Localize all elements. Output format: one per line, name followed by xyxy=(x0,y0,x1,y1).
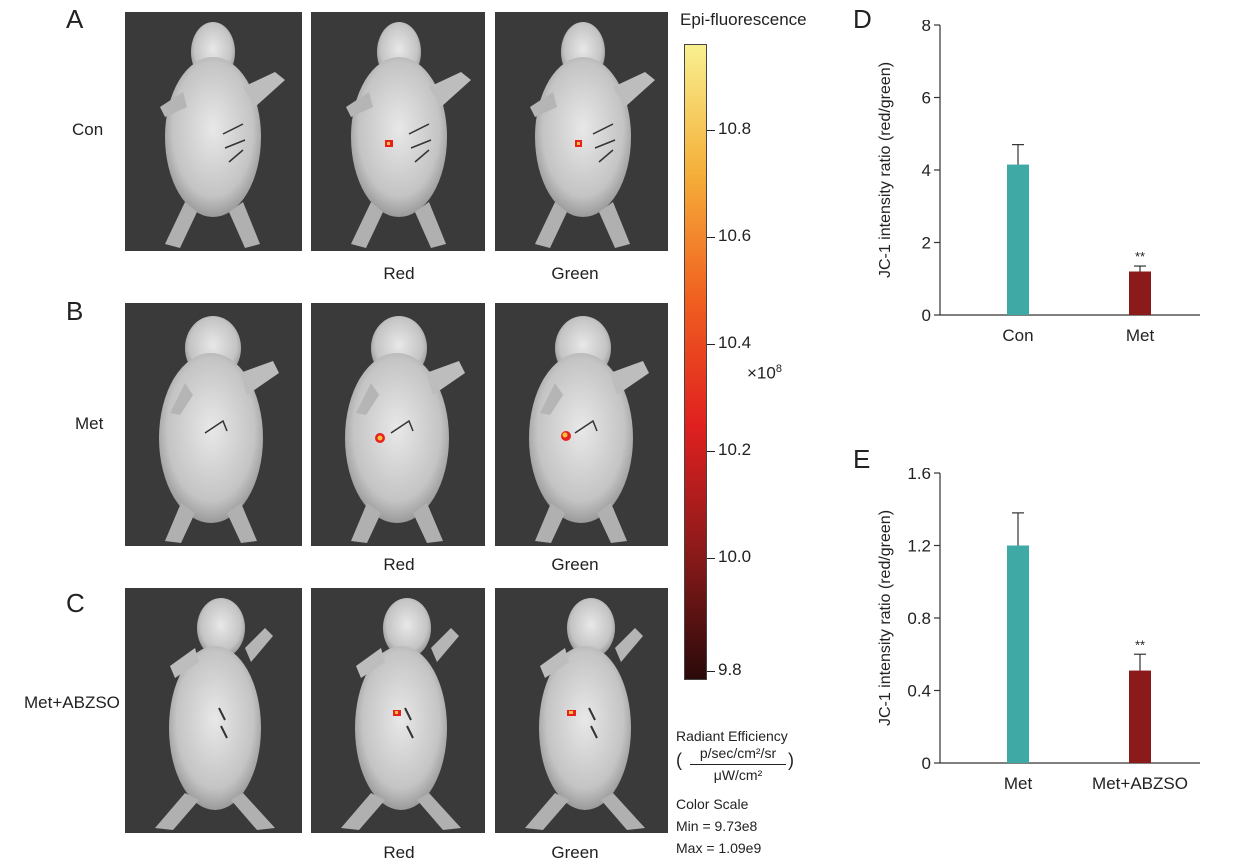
x-category-label: Met xyxy=(1126,326,1155,345)
row-label-met-abzso: Met+ABZSO xyxy=(24,693,120,712)
mouse-image-con-red xyxy=(311,12,485,251)
y-tick-label: 6 xyxy=(922,89,931,108)
colorbar-multiplier-base: ×10 xyxy=(747,363,776,383)
signal-core xyxy=(569,711,573,714)
bar-met xyxy=(1129,271,1151,315)
colorbar-tick-mark xyxy=(707,558,715,559)
y-axis-label: JC-1 intensity ratio (red/green) xyxy=(877,510,894,726)
y-tick-label: 2 xyxy=(922,234,931,253)
column-label-green-b: Green xyxy=(551,555,599,574)
bar-chart-d: 0 2 4 6 8 JC-1 intensity ratio (red/green) Con… xyxy=(877,20,1200,345)
y-tick-label: 0.8 xyxy=(907,609,931,628)
bar-chart-e: 0 0.4 0.8 1.2 1.6 JC-1 intensity ratio (red/g… xyxy=(877,468,1200,793)
x-category-label: Met+ABZSO xyxy=(1092,774,1188,793)
column-label-green-c: Green xyxy=(551,843,599,862)
colorbar-tick-mark xyxy=(707,451,715,452)
significance-marker: ** xyxy=(1135,249,1145,264)
signal-core xyxy=(562,432,568,438)
colorbar-tick-mark xyxy=(707,130,715,131)
color-scale-max: Max = 1.09e9 xyxy=(676,840,762,856)
colorbar-tick-label: 10.8 xyxy=(718,119,752,138)
colorbar-gradient xyxy=(684,44,707,680)
mouse-image-con xyxy=(125,12,302,251)
y-axis-label: JC-1 intensity ratio (red/green) xyxy=(877,62,894,278)
x-category-label: Con xyxy=(1002,326,1033,345)
mouse-image-met-green xyxy=(495,303,668,546)
column-label-green-a: Green xyxy=(551,264,599,283)
colorbar-title: Epi-fluorescence xyxy=(680,10,807,29)
column-label-red-b: Red xyxy=(383,555,415,574)
panel-letter-a: A xyxy=(66,4,84,34)
signal-core xyxy=(577,142,580,145)
row-label-con: Con xyxy=(72,120,104,139)
y-tick-label: 1.6 xyxy=(907,468,931,483)
units-close-paren: ) xyxy=(788,750,794,770)
y-tick-label: 1.2 xyxy=(907,537,931,556)
units-open-paren: ( xyxy=(676,750,682,770)
bar-con xyxy=(1007,164,1029,315)
bar-met xyxy=(1007,545,1029,763)
y-tick-label: 4 xyxy=(922,161,931,180)
y-tick-label: 0.4 xyxy=(907,682,931,701)
row-label-met: Met xyxy=(75,414,104,433)
units-denominator: μW/cm² xyxy=(713,767,763,783)
signal-core xyxy=(395,711,398,714)
significance-marker: ** xyxy=(1135,637,1145,652)
x-category-label: Met xyxy=(1004,774,1033,793)
signal-core xyxy=(377,435,383,441)
signal-core xyxy=(387,142,390,145)
colorbar-tick-label: 9.8 xyxy=(718,660,742,679)
bar-met-abzso xyxy=(1129,670,1151,763)
colorbar-tick-label: 10.4 xyxy=(718,333,752,352)
colorbar-tick-label: 10.0 xyxy=(718,547,752,566)
color-scale-label: Color Scale xyxy=(676,796,749,812)
mouse-image-met xyxy=(125,303,302,546)
colorbar-tick-mark xyxy=(707,671,715,672)
colorbar-tick-label: 10.2 xyxy=(718,440,752,459)
color-scale-min: Min = 9.73e8 xyxy=(676,818,758,834)
mouse-silhouette xyxy=(159,21,286,249)
column-label-red-c: Red xyxy=(383,843,415,862)
panel-letter-b: B xyxy=(66,296,84,326)
colorbar-multiplier-exponent: 8 xyxy=(775,363,782,375)
units-fraction-bar xyxy=(690,764,786,765)
mouse-image-met-red xyxy=(311,303,485,546)
units-radiant-efficiency: Radiant Efficiency xyxy=(676,728,788,744)
colorbar-tick-mark xyxy=(707,344,715,345)
y-tick-label: 0 xyxy=(922,754,931,773)
panel-letter-c: C xyxy=(66,588,85,618)
mouse-image-met-abzso-red xyxy=(311,588,485,833)
mouse-image-met-abzso-green xyxy=(495,588,668,833)
colorbar-tick-label: 10.6 xyxy=(718,226,752,245)
column-label-red-a: Red xyxy=(383,264,415,283)
mouse-image-con-green xyxy=(495,12,668,251)
y-tick-label: 8 xyxy=(922,20,931,35)
panel-letter-e: E xyxy=(853,444,871,474)
y-tick-label: 0 xyxy=(922,306,931,325)
units-numerator: p/sec/cm²/sr xyxy=(699,745,777,761)
colorbar-tick-mark xyxy=(707,237,715,238)
panel-letter-d: D xyxy=(853,4,872,34)
mouse-image-met-abzso xyxy=(125,588,302,833)
colorbar-multiplier: ×108 xyxy=(747,363,782,384)
